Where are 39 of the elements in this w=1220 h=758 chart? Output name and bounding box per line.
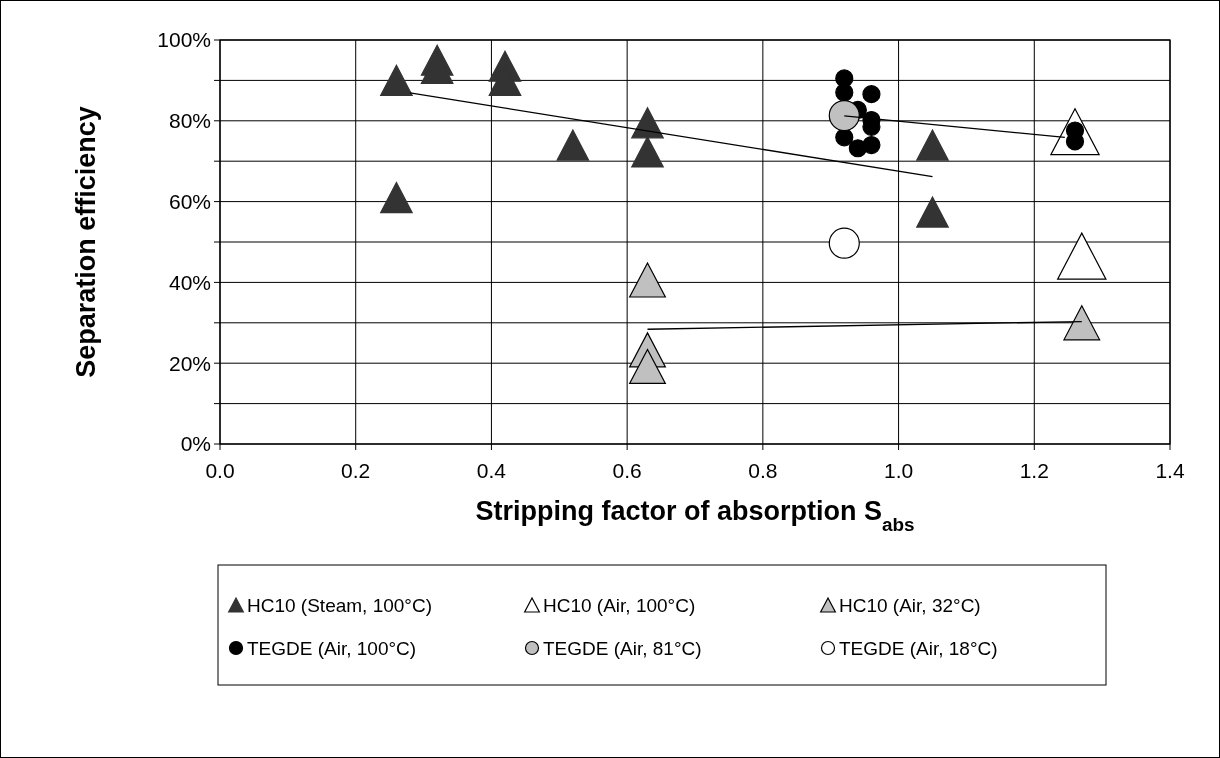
- point: [835, 83, 854, 102]
- point: [835, 128, 854, 147]
- legend-label: HC10 (Air, 32°C): [839, 594, 981, 616]
- legend-label: HC10 (Air, 100°C): [543, 594, 696, 616]
- y-tick-label: 20%: [168, 351, 211, 375]
- y-tick-label: 40%: [168, 270, 211, 294]
- legend-label: TEGDE (Air, 81°C): [543, 637, 702, 659]
- x-tick-label: 0.6: [612, 459, 642, 482]
- point: [1057, 232, 1107, 280]
- x-tick-label: 1.0: [883, 459, 914, 482]
- y-tick-label: 0%: [180, 432, 211, 456]
- x-axis-title: Stripping factor of absorption S$_{abs}$: [475, 496, 915, 535]
- y-tick-label: 80%: [168, 109, 211, 133]
- legend-label: TEGDE (Air, 18°C): [839, 637, 998, 659]
- point: [828, 99, 860, 132]
- point: [631, 136, 664, 168]
- y-tick-label: 100%: [157, 28, 211, 52]
- point: [828, 227, 860, 259]
- point: [380, 64, 413, 96]
- point: [380, 181, 413, 214]
- point: [862, 135, 881, 155]
- point: [916, 129, 949, 161]
- x-tick-label: 0.2: [341, 459, 371, 482]
- x-tick-label: 0.8: [748, 459, 778, 482]
- point: [629, 262, 666, 298]
- point: [631, 107, 664, 139]
- legend-label: HC10 (Steam, 100°C): [247, 594, 432, 616]
- point: [916, 196, 949, 228]
- point: [629, 348, 666, 385]
- x-tick-label: 1.2: [1019, 459, 1049, 482]
- point: [556, 129, 590, 161]
- x-tick-label: 1.4: [1155, 459, 1185, 482]
- y-tick-label: 60%: [168, 189, 211, 213]
- x-tick-label: 0.4: [476, 459, 507, 482]
- y-axis-title: Separation efficiency: [71, 106, 101, 378]
- legend-label: TEGDE (Air, 100°C): [247, 637, 417, 659]
- point: [862, 85, 881, 104]
- x-tick-label: 0.0: [205, 459, 235, 482]
- point: [1063, 305, 1101, 341]
